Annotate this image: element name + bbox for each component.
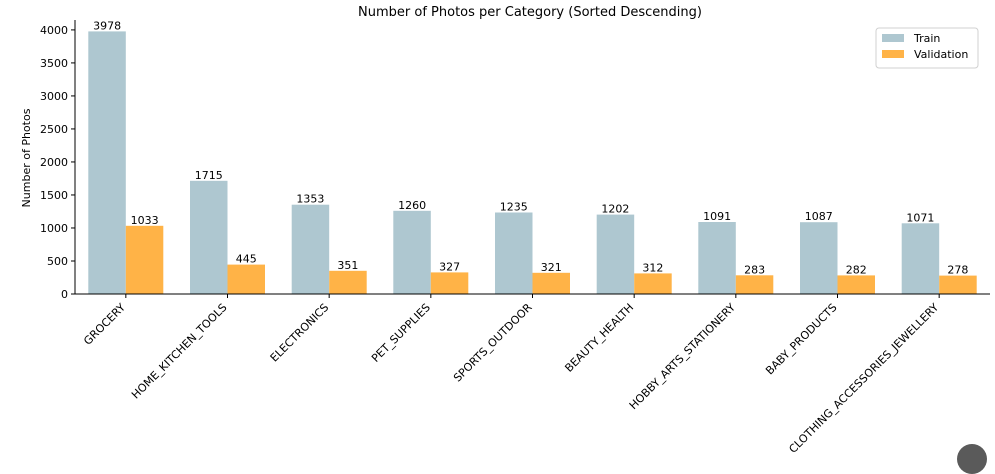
data-label-validation-4: 321 bbox=[541, 261, 562, 274]
data-label-train-0: 3978 bbox=[93, 19, 121, 32]
bar-validation-4 bbox=[532, 272, 570, 294]
bar-train-3 bbox=[393, 210, 431, 294]
data-label-train-3: 1260 bbox=[398, 199, 426, 212]
x-tick-label-6: HOBBY_ARTS_STATIONERY bbox=[627, 301, 738, 412]
bar-validation-6 bbox=[735, 275, 774, 294]
x-tick-label-2: ELECTRONICS bbox=[268, 301, 332, 365]
bar-train-2 bbox=[291, 204, 330, 294]
data-label-validation-1: 445 bbox=[236, 253, 257, 266]
corner-badge bbox=[957, 444, 987, 474]
y-tick-label-1000: 1000 bbox=[40, 222, 68, 235]
y-tick-label-3500: 3500 bbox=[40, 57, 68, 70]
legend-label-train: Train bbox=[913, 32, 940, 45]
legend: Train Validation bbox=[875, 27, 979, 69]
bar-validation-0 bbox=[125, 225, 164, 294]
data-label-train-7: 1087 bbox=[805, 210, 833, 223]
data-label-train-5: 1202 bbox=[601, 203, 629, 216]
data-label-train-8: 1071 bbox=[906, 211, 934, 224]
y-tick-label-0: 0 bbox=[61, 288, 68, 301]
data-label-validation-3: 327 bbox=[439, 260, 460, 273]
bar-validation-7 bbox=[837, 275, 875, 294]
y-axis: 0 500 1000 1500 2000 2500 3000 3500 4000 bbox=[40, 20, 76, 301]
legend-swatch-train bbox=[882, 34, 904, 42]
x-tick-label-1: HOME_KITCHEN_TOOLS bbox=[129, 301, 230, 402]
bar-validation-1 bbox=[227, 264, 265, 294]
data-label-train-4: 1235 bbox=[500, 201, 528, 214]
bar-validation-3 bbox=[430, 272, 469, 294]
data-label-validation-6: 283 bbox=[744, 263, 765, 276]
data-label-validation-2: 351 bbox=[337, 259, 358, 272]
y-tick-label-2000: 2000 bbox=[40, 156, 68, 169]
y-tick-label-4000: 4000 bbox=[40, 24, 68, 37]
x-tick-label-0: GROCERY bbox=[81, 301, 128, 348]
bar-train-7 bbox=[800, 222, 838, 294]
bar-validation-5 bbox=[634, 273, 672, 294]
bar-train-0 bbox=[88, 31, 126, 295]
data-label-validation-7: 282 bbox=[846, 263, 867, 276]
x-tick-label-3: PET_SUPPLIES bbox=[369, 301, 433, 365]
bar-train-4 bbox=[495, 212, 533, 294]
data-label-validation-8: 278 bbox=[947, 264, 968, 277]
data-label-train-2: 1353 bbox=[296, 193, 324, 206]
y-tick-label-2500: 2500 bbox=[40, 123, 68, 136]
bar-train-5 bbox=[596, 214, 635, 294]
x-axis: GROCERY HOME_KITCHEN_TOOLS ELECTRONICS PET_… bbox=[75, 293, 990, 456]
legend-swatch-validation bbox=[882, 50, 904, 58]
data-label-validation-5: 312 bbox=[642, 261, 663, 274]
data-label-train-6: 1091 bbox=[703, 210, 731, 223]
x-tick-label-5: BEAUTY_HEALTH bbox=[562, 301, 636, 375]
bar-train-6 bbox=[698, 222, 736, 294]
legend-label-validation: Validation bbox=[914, 48, 968, 61]
bar-train-1 bbox=[190, 180, 228, 294]
chart-title: Number of Photos per Category (Sorted De… bbox=[358, 5, 702, 20]
y-axis-title: Number of Photos bbox=[20, 108, 33, 207]
y-tick-label-3000: 3000 bbox=[40, 90, 68, 103]
y-tick-label-1500: 1500 bbox=[40, 189, 68, 202]
x-tick-label-4: SPORTS_OUTDOOR bbox=[451, 301, 535, 385]
bar-train-8 bbox=[901, 223, 940, 294]
plot-area: 3978 1715 1353 1260 1235 1202 1091 1087 1071 1033… bbox=[88, 19, 977, 295]
bar-chart: Number of Photos per Category (Sorted De… bbox=[20, 5, 990, 456]
bar-validation-8 bbox=[939, 275, 977, 294]
y-tick-label-500: 500 bbox=[47, 255, 68, 268]
data-label-train-1: 1715 bbox=[195, 169, 223, 182]
data-label-validation-0: 1033 bbox=[131, 214, 159, 227]
bar-validation-2 bbox=[329, 270, 367, 294]
x-tick-label-7: BABY_PRODUCTS bbox=[763, 301, 839, 377]
